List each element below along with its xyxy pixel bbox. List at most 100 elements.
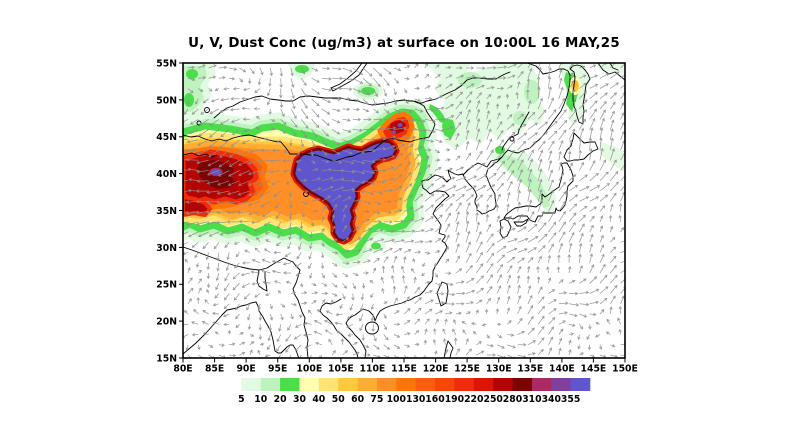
border-central-asia xyxy=(183,152,218,158)
coastline-hainan xyxy=(365,321,379,335)
colorbar-label: 280 xyxy=(503,394,523,405)
figure-title: U, V, Dust Conc (ug/m3) at surface on 10… xyxy=(188,36,620,51)
colorbar-label: 20 xyxy=(274,394,287,405)
colorbar-cell xyxy=(318,378,339,391)
colorbar-cell xyxy=(454,378,475,391)
lat-tick-label: 15N xyxy=(156,353,177,364)
coastline-hokkaido xyxy=(563,132,599,162)
patch-north-oval-green xyxy=(361,87,375,95)
patch-nechina-light3 xyxy=(513,111,527,125)
lon-tick-label: 150E xyxy=(612,364,638,375)
colorbar-label: 130 xyxy=(406,394,426,405)
lon-tick-label: 100E xyxy=(296,364,322,375)
coastline-kyushu xyxy=(499,218,512,239)
colorbar-label: 250 xyxy=(483,394,503,405)
lon-tick-label: 125E xyxy=(454,364,480,375)
lon-tick-label: 110E xyxy=(360,364,386,375)
lat-tick-label: 50N xyxy=(156,95,177,106)
colorbar-cell xyxy=(280,378,300,391)
colorbar-cell xyxy=(415,378,436,391)
lake-khanka xyxy=(509,136,515,142)
colorbar-label: 10 xyxy=(254,394,267,405)
lon-tick-label: 80E xyxy=(173,364,192,375)
patch-topleft-green1 xyxy=(186,69,198,79)
colorbar-label: 5 xyxy=(238,394,244,405)
lake-baikal xyxy=(330,63,368,92)
lon-tick-label: 105E xyxy=(328,364,354,375)
colorbar-cell xyxy=(570,378,591,391)
colorbar-label: 30 xyxy=(293,394,306,405)
patch-south-green xyxy=(371,242,381,250)
contour-ne-fleck-355a xyxy=(397,123,403,127)
colorbar-label: 100 xyxy=(387,394,407,405)
colorbar-label: 340 xyxy=(542,394,562,405)
lake-zaysan xyxy=(204,107,210,113)
lat-tick-label: 45N xyxy=(156,132,177,143)
patch-east-green-band xyxy=(429,104,446,124)
colorbar-label: 160 xyxy=(425,394,445,405)
colorbar-cell xyxy=(299,378,320,391)
lon-tick-label: 90E xyxy=(236,364,255,375)
border-himalaya-myanmar xyxy=(183,246,309,358)
lon-tick-label: 85E xyxy=(205,364,224,375)
colorbar-cell xyxy=(338,378,358,391)
patch-nechina-light1 xyxy=(458,72,482,88)
colorbar-label: 310 xyxy=(522,394,542,405)
lon-tick-label: 145E xyxy=(581,364,607,375)
colorbar-label: 50 xyxy=(332,394,345,405)
coastline-luzon xyxy=(443,340,454,358)
colorbar-label: 60 xyxy=(351,394,364,405)
colorbar-cell xyxy=(357,378,378,391)
colorbar-cell xyxy=(222,378,242,391)
lat-tick-label: 30N xyxy=(156,243,177,254)
colorbar-cell xyxy=(435,378,455,391)
colorbar-cell xyxy=(493,378,513,391)
lat-tick-label: 35N xyxy=(156,206,177,217)
light-dust-patches xyxy=(183,63,625,253)
colorbar-label: 190 xyxy=(445,394,465,405)
contour-west-fleck-355 xyxy=(209,167,223,177)
lat-tick-label: 20N xyxy=(156,317,177,328)
lon-tick-label: 140E xyxy=(549,364,575,375)
colorbar-label: 220 xyxy=(464,394,484,405)
lon-tick-label: 120E xyxy=(423,364,449,375)
border-bangladesh xyxy=(256,269,268,292)
patch-topleft-green2 xyxy=(184,93,194,107)
colorbar-cell xyxy=(512,378,533,391)
patch-rightedge-pale xyxy=(600,142,625,172)
patch-japansea-light xyxy=(496,152,550,208)
colorbar-cell xyxy=(551,378,571,391)
colorbar-cell xyxy=(473,378,494,391)
lon-tick-label: 95E xyxy=(268,364,287,375)
coastline-bay-of-bengal xyxy=(183,301,300,358)
colorbar-label: 75 xyxy=(370,394,383,405)
colorbar: 5 10 20 30 40 50 60 75 100 130 160 190 220 250 280 310 3… xyxy=(222,378,591,405)
coastline-okhotsk xyxy=(597,63,625,81)
coastline-shikoku xyxy=(513,218,529,227)
colorbar-label: 355 xyxy=(561,394,580,405)
colorbar-cell xyxy=(396,378,416,391)
lat-tick-label: 55N xyxy=(156,58,177,69)
border-ussuri xyxy=(501,111,530,151)
border-mongolia-china xyxy=(183,100,436,162)
lat-tick-label: 25N xyxy=(156,280,177,291)
border-indochina xyxy=(319,298,359,358)
contour-ne-fleck-355b xyxy=(392,130,396,134)
colorbar-cell xyxy=(241,378,262,391)
colorbar-cell xyxy=(376,378,397,391)
lon-tick-label: 115E xyxy=(391,364,417,375)
lon-tick-label: 130E xyxy=(486,364,512,375)
colorbar-cell xyxy=(531,378,552,391)
coastline-taiwan xyxy=(436,281,449,307)
wind-vector-arrows xyxy=(183,63,625,358)
colorbar-cell xyxy=(260,378,281,391)
contour-ne-tip-dark xyxy=(389,120,406,134)
patch-topright-pale xyxy=(596,63,625,74)
colorbar-label: 40 xyxy=(312,394,325,405)
lat-tick-label: 40N xyxy=(156,169,177,180)
border-yalu-tumen xyxy=(462,156,503,176)
wind-arrows-path xyxy=(183,63,625,358)
